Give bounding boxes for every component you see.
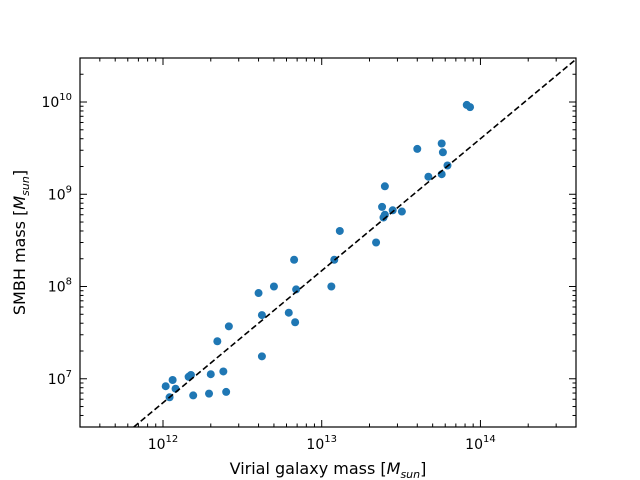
y-axis-label: SMBH mass [Msun] [10,170,32,315]
data-point [438,148,447,157]
data-point [222,387,231,396]
data-point [257,352,266,361]
data-point [424,172,433,181]
data-point [335,226,344,235]
data-point [257,311,266,320]
data-point [206,370,215,379]
data-point [284,308,293,317]
data-point [205,389,214,398]
x-tick-label: 1012 [148,434,179,453]
data-point [224,322,233,331]
y-tick-label: 107 [48,369,72,388]
data-point [292,285,301,294]
data-point [466,103,475,112]
data-points [161,100,475,402]
data-point [437,139,446,148]
fit-line [133,58,577,428]
data-point [327,282,336,291]
data-point [388,206,397,215]
plot-frame [79,57,577,428]
x-tick-label: 1014 [465,434,496,453]
data-point [378,202,387,211]
data-point [168,375,177,384]
data-point [189,391,198,400]
x-tick-label: 1013 [306,434,337,453]
data-point [413,144,422,153]
data-point [290,255,299,264]
y-tick-label: 1010 [41,92,72,111]
data-point [219,367,228,376]
axis-ticks [79,57,577,428]
data-point [397,207,406,216]
y-tick-label: 109 [48,184,72,203]
data-point [380,182,389,191]
x-axis-label: Virial galaxy mass [Msun] [230,459,427,480]
data-point [291,318,300,327]
data-point [269,282,278,291]
y-tick-label: 108 [48,277,72,296]
data-point [254,289,263,298]
data-point [213,337,222,346]
data-point [372,238,381,247]
data-point [161,382,170,391]
